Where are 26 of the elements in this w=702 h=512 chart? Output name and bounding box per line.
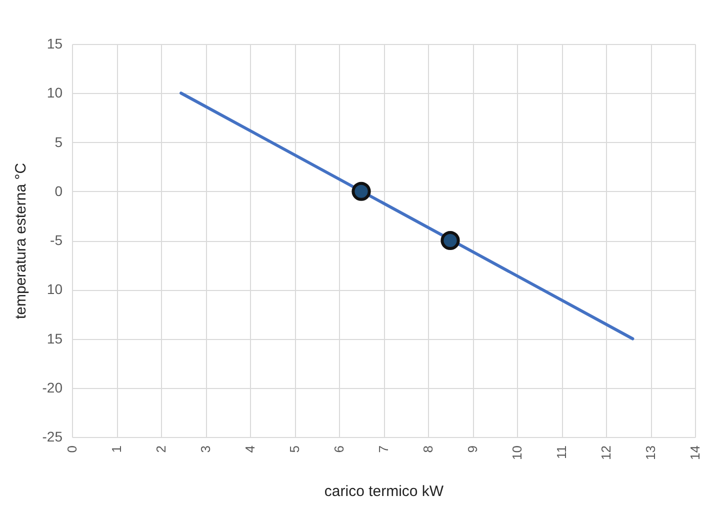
x-tick-label: 0 (64, 446, 80, 453)
y-tick-label: -20 (42, 379, 63, 396)
x-tick-label: 8 (420, 446, 436, 453)
y-tick-label: 10 (46, 281, 63, 298)
x-tick-label: 3 (198, 446, 213, 453)
y-tick-label: 15 (46, 36, 63, 52)
x-tick-label: 13 (643, 446, 658, 460)
x-tick-label: 6 (332, 446, 346, 453)
y-tick-label: -25 (42, 428, 63, 444)
y-axis-title: temperatura esterna °C (12, 162, 30, 320)
x-axis-title: carico termico kW (324, 482, 444, 500)
x-tick-label: 4 (242, 446, 258, 453)
y-tick-label: 10 (46, 84, 63, 101)
x-tick-label: 5 (287, 446, 302, 453)
y-tick-label: 5 (54, 134, 63, 150)
x-tick-label: 2 (154, 446, 168, 453)
y-tick-label: -5 (50, 232, 63, 248)
x-tick-label: 7 (376, 446, 391, 453)
y-tick-label: 15 (46, 330, 63, 346)
x-tick-label: 12 (598, 446, 614, 460)
x-tick-label: 10 (510, 446, 524, 460)
y-tick-label: 0 (54, 182, 63, 199)
x-tick-label: 11 (554, 446, 569, 459)
x-tick-label: 9 (465, 446, 480, 453)
x-tick-label: 14 (688, 446, 702, 460)
x-tick-label: 1 (109, 446, 124, 453)
